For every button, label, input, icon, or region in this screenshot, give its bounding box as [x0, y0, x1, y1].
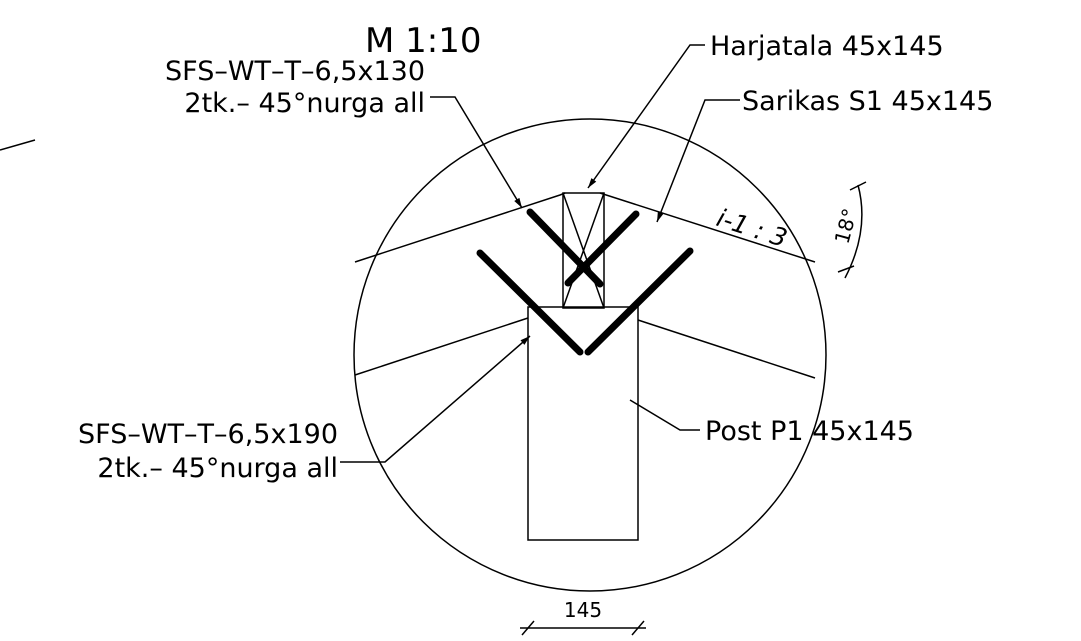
dimension: 145	[564, 598, 602, 622]
scale: M 1:10	[365, 21, 482, 61]
tick	[837, 265, 855, 273]
label: SFS–WT–T–6,5x190	[78, 419, 338, 450]
detail-circle	[353, 118, 827, 592]
label: Post P1 45x145	[705, 416, 914, 447]
leader	[656, 99, 740, 223]
screw	[564, 210, 640, 287]
leader	[430, 96, 523, 209]
ridge-cross	[562, 192, 605, 309]
rafter-right-top	[599, 192, 816, 263]
label: SFS–WT–T–6,5x130	[165, 56, 425, 87]
tick	[521, 620, 535, 636]
tick	[631, 620, 645, 636]
rafter-right-bottom	[637, 319, 816, 379]
label: Sarikas S1 45x145	[742, 86, 993, 117]
label: 2tk.– 45°nurga all	[97, 453, 338, 484]
rafter-left-top	[354, 192, 566, 263]
screw	[526, 208, 604, 288]
angle: 18°	[830, 206, 862, 246]
geometry	[0, 44, 867, 636]
leader	[629, 399, 700, 431]
slope: i-1 : 3	[713, 203, 791, 253]
label: Harjatala 45x145	[710, 31, 944, 62]
screw	[584, 247, 694, 356]
screw	[476, 249, 584, 356]
post	[527, 306, 639, 541]
leader	[340, 335, 531, 463]
rafter-left-bottom	[354, 317, 529, 376]
label: 2tk.– 45°nurga all	[184, 88, 425, 119]
tick	[849, 181, 867, 191]
leader	[587, 44, 705, 189]
stray-line	[0, 139, 36, 151]
